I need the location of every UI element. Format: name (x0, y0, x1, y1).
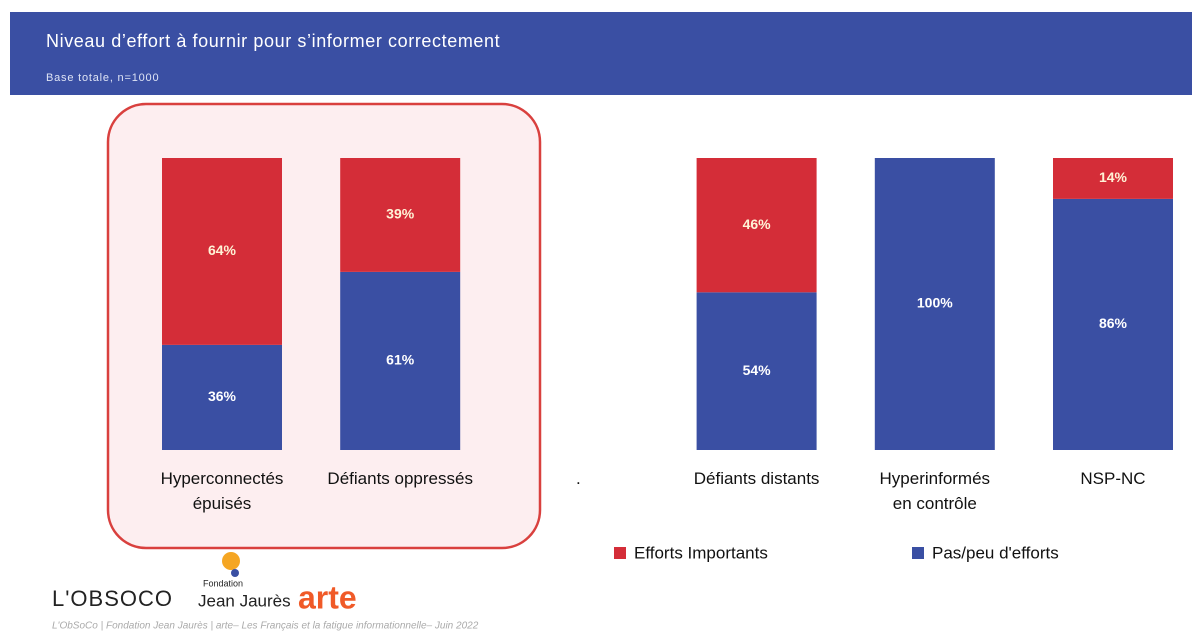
chart-title: Niveau d’effort à fournir pour s’informe… (46, 31, 500, 51)
header-band (10, 12, 1192, 95)
value-label: 46% (743, 216, 772, 232)
logo-arte: arte (298, 579, 357, 615)
value-label: 64% (208, 242, 237, 258)
footer: L'ObSoCo | Fondation Jean Jaurès | arte–… (52, 621, 479, 632)
bar-segment (1053, 158, 1173, 199)
bar-segment (162, 158, 282, 345)
logo-dot (231, 569, 239, 577)
bar-segment (162, 344, 282, 450)
x-tick-label: Défiants distants (693, 469, 820, 488)
legend-swatch (614, 547, 626, 559)
bar-segment (874, 158, 995, 450)
legend-label: Efforts Importants (634, 543, 768, 562)
value-label: 54% (743, 362, 772, 378)
value-label: 39% (386, 206, 415, 222)
bar-segment (340, 158, 461, 272)
value-label: 14% (1099, 169, 1128, 185)
bar-segment (696, 292, 817, 450)
legend-label: Pas/peu d'efforts (932, 543, 1059, 562)
x-tick-label: . (576, 469, 581, 488)
value-label: 100% (917, 295, 953, 311)
bar-segment (340, 271, 461, 450)
value-label: 61% (386, 352, 415, 368)
logo-jaures: Jean Jaurès (198, 591, 291, 610)
logos: L'OBSOCO Fondation Jean Jaurès arte (52, 552, 357, 615)
x-tick-label: NSP-NC (1080, 469, 1146, 488)
chart-subtitle: Base totale, n=1000 (46, 72, 159, 84)
legend-swatch (912, 547, 924, 559)
logo-obsoco: L'OBSOCO (52, 586, 173, 611)
logo-fondation: Fondation (203, 578, 243, 588)
bar-segment (1053, 198, 1173, 450)
value-label: 36% (208, 388, 237, 404)
logo-dot (222, 552, 240, 570)
x-tick-label: Défiants oppressés (327, 469, 473, 488)
value-label: 86% (1099, 315, 1128, 331)
bar-segment (696, 158, 817, 293)
x-tick-label: Hyperinformés en contrôle (879, 469, 991, 513)
x-tick-label: Hyperconnectés épuisés (160, 469, 284, 513)
